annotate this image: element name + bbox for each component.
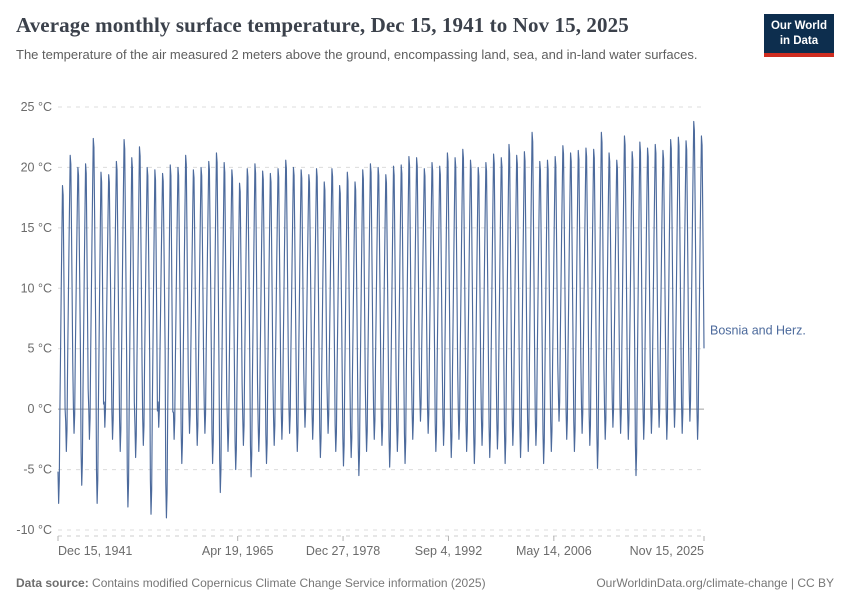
- y-tick-label: 5 °C: [28, 342, 52, 356]
- owid-logo-line2: in Data: [779, 34, 819, 47]
- y-tick-label: 25 °C: [21, 100, 52, 114]
- series-label[interactable]: Bosnia and Herz.: [710, 323, 806, 337]
- owid-logo[interactable]: Our World in Data: [763, 14, 834, 57]
- y-tick-label: 15 °C: [21, 221, 52, 235]
- y-tick-label: 20 °C: [21, 160, 52, 174]
- x-tick-label: Dec 27, 1978: [306, 544, 380, 558]
- x-tick-label: May 14, 2006: [516, 544, 592, 558]
- x-tick-label: Sep 4, 1992: [415, 544, 482, 558]
- owid-credit-link[interactable]: OurWorldinData.org/climate-change: [596, 576, 788, 590]
- footer: Data source: Contains modified Copernicu…: [16, 576, 834, 590]
- credit-note: OurWorldinData.org/climate-change | CC B…: [596, 576, 834, 590]
- y-tick-label: 0 °C: [28, 402, 52, 416]
- temperature-line[interactable]: [57, 120, 705, 519]
- page-subtitle: The temperature of the air measured 2 me…: [16, 47, 698, 62]
- y-tick-label: 10 °C: [21, 281, 52, 295]
- header: Average monthly surface temperature, Dec…: [16, 13, 750, 65]
- data-source-note: Data source: Contains modified Copernicu…: [16, 576, 486, 590]
- x-tick-label: Dec 15, 1941: [58, 544, 132, 558]
- x-tick-label: Nov 15, 2025: [630, 544, 704, 558]
- data-source-label: Data source:: [16, 576, 89, 590]
- x-tick-label: Apr 19, 1965: [202, 544, 274, 558]
- page-title: Average monthly surface temperature, Dec…: [16, 13, 629, 37]
- owid-logo-line1: Our World: [770, 20, 827, 32]
- chart-canvas[interactable]: 25 °C 20 °C 15 °C 10 °C 5 °C 0 °C -5 °C -10 °C D…: [0, 90, 850, 575]
- y-tick-label: -5 °C: [23, 463, 52, 477]
- license-text: | CC BY: [787, 576, 834, 590]
- data-source-text: Contains modified Copernicus Climate Cha…: [88, 576, 486, 590]
- y-tick-label: -10 °C: [16, 523, 52, 537]
